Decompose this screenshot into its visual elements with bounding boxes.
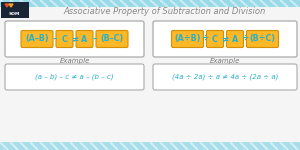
Text: –: –	[92, 34, 97, 43]
Text: (A–B): (A–B)	[25, 34, 49, 43]
FancyBboxPatch shape	[5, 64, 144, 90]
FancyBboxPatch shape	[153, 21, 297, 57]
FancyBboxPatch shape	[76, 30, 93, 48]
Text: Example: Example	[59, 58, 90, 64]
Text: –: –	[52, 34, 57, 43]
Text: ÷: ÷	[201, 34, 208, 43]
FancyBboxPatch shape	[172, 30, 203, 48]
FancyBboxPatch shape	[206, 30, 224, 48]
Text: (B–C): (B–C)	[100, 34, 124, 43]
Text: A: A	[232, 34, 238, 43]
FancyBboxPatch shape	[96, 30, 128, 48]
Text: SOM: SOM	[8, 12, 20, 16]
FancyBboxPatch shape	[56, 30, 73, 48]
Bar	[0, 142, 300, 150]
Text: (A÷B): (A÷B)	[174, 34, 201, 43]
Text: Example: Example	[210, 58, 240, 64]
Text: ≠: ≠	[71, 34, 78, 43]
FancyBboxPatch shape	[153, 64, 297, 90]
Polygon shape	[9, 4, 13, 7]
Text: A: A	[81, 34, 88, 43]
Bar	[0, 0, 300, 7]
Text: ÷: ÷	[242, 34, 249, 43]
FancyBboxPatch shape	[247, 30, 278, 48]
Text: Associative Property of Subtraction and Division: Associative Property of Subtraction and …	[64, 8, 266, 16]
Polygon shape	[5, 4, 9, 7]
Text: C: C	[212, 34, 218, 43]
Text: (4a ÷ 2a) ÷ a ≠ 4a ÷ (2a ÷ a): (4a ÷ 2a) ÷ a ≠ 4a ÷ (2a ÷ a)	[172, 74, 278, 80]
FancyBboxPatch shape	[226, 30, 244, 48]
FancyBboxPatch shape	[1, 2, 29, 18]
Text: (a – b) – c ≠ a – (b – c): (a – b) – c ≠ a – (b – c)	[35, 74, 114, 80]
Text: C: C	[61, 34, 68, 43]
FancyBboxPatch shape	[21, 30, 53, 48]
Text: (B÷C): (B÷C)	[249, 34, 276, 43]
Text: ≠: ≠	[221, 34, 229, 43]
FancyBboxPatch shape	[5, 21, 144, 57]
